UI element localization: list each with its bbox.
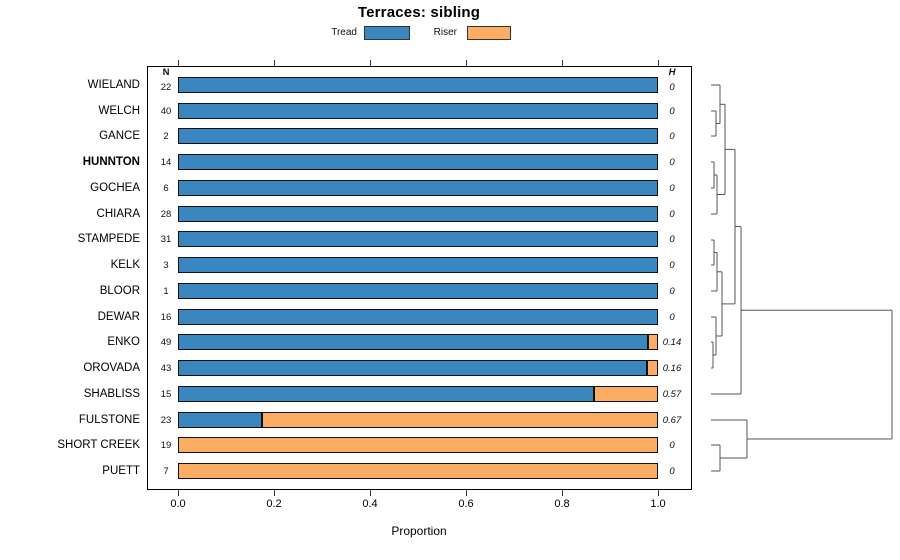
y-axis-label: WIELAND bbox=[87, 79, 140, 91]
bar-segment-tread bbox=[178, 385, 595, 402]
y-axis-label: STAMPEDE bbox=[77, 233, 140, 246]
bar-segment-tread bbox=[178, 205, 658, 222]
h-value: 0.67 bbox=[662, 414, 682, 426]
h-value: 0 bbox=[669, 105, 675, 117]
h-value: 0.16 bbox=[662, 363, 682, 375]
legend-label-tread: Tread bbox=[331, 27, 357, 38]
n-value: 6 bbox=[163, 182, 169, 194]
h-column-header: H bbox=[668, 67, 676, 78]
n-value: 3 bbox=[163, 260, 169, 272]
y-axis-label: CHIARA bbox=[96, 207, 140, 220]
y-axis-label: DEWAR bbox=[97, 310, 140, 323]
bar-segment-tread bbox=[178, 102, 658, 119]
bar-segment-riser bbox=[594, 385, 658, 402]
bar-segment-tread bbox=[178, 282, 658, 299]
x-axis-tick-bottom bbox=[369, 490, 371, 496]
n-value: 14 bbox=[160, 157, 172, 169]
x-tick-label: 0.4 bbox=[362, 498, 378, 510]
legend-swatch-tread bbox=[364, 26, 410, 40]
n-value: 15 bbox=[160, 388, 172, 400]
x-axis-tick-top bbox=[561, 60, 563, 66]
y-axis-label: PUETT bbox=[102, 465, 140, 477]
h-value: 0 bbox=[669, 208, 675, 220]
bar-segment-tread bbox=[178, 411, 262, 428]
n-value: 16 bbox=[160, 311, 172, 323]
y-axis-label: BLOOR bbox=[99, 284, 140, 297]
x-axis-tick-top bbox=[273, 60, 275, 66]
n-value: 19 bbox=[160, 440, 172, 452]
h-value: 0 bbox=[669, 466, 675, 477]
dendrogram bbox=[711, 84, 893, 472]
n-value: 49 bbox=[160, 337, 172, 349]
x-axis-tick-bottom bbox=[273, 490, 275, 496]
y-axis-label: WELCH bbox=[98, 104, 140, 117]
n-value: 43 bbox=[160, 363, 172, 375]
h-value: 0.57 bbox=[662, 388, 682, 400]
plot-area bbox=[147, 66, 692, 490]
bar-segment-tread bbox=[178, 334, 649, 351]
h-value: 0 bbox=[669, 131, 675, 143]
y-axis-label: KELK bbox=[110, 259, 140, 272]
n-value: 23 bbox=[160, 414, 172, 426]
h-value: 0 bbox=[669, 234, 675, 246]
x-axis-title: Proportion bbox=[391, 524, 447, 538]
n-value: 28 bbox=[160, 208, 172, 220]
y-axis-label: ENKO bbox=[107, 336, 140, 349]
bar-segment-riser bbox=[178, 463, 658, 479]
x-tick-label: 0.8 bbox=[554, 498, 570, 510]
x-axis-tick-top bbox=[369, 60, 371, 66]
legend-label-riser: Riser bbox=[433, 27, 457, 38]
h-value: 0 bbox=[669, 182, 675, 194]
n-value: 2 bbox=[163, 131, 169, 143]
x-tick-label: 1.0 bbox=[650, 498, 666, 510]
x-axis-tick-top bbox=[465, 60, 467, 66]
y-axis-label: GANCE bbox=[99, 130, 140, 143]
h-value: 0 bbox=[669, 157, 675, 169]
y-axis-label: HUNNTON bbox=[82, 156, 140, 169]
bar-segment-tread bbox=[178, 308, 658, 325]
x-axis-tick-bottom bbox=[561, 490, 563, 496]
y-axis-label: FULSTONE bbox=[78, 413, 140, 426]
y-axis-label: SHORT CREEK bbox=[57, 439, 140, 452]
x-axis-tick-bottom bbox=[465, 490, 467, 496]
bar-segment-tread bbox=[178, 360, 647, 377]
x-axis-tick-top bbox=[177, 60, 179, 66]
y-axis-label: SHABLISS bbox=[83, 387, 140, 400]
n-value: 1 bbox=[163, 285, 169, 297]
bar-segment-tread bbox=[178, 179, 658, 196]
n-column-header: N bbox=[162, 67, 170, 78]
h-value: 0 bbox=[669, 82, 675, 93]
h-value: 0 bbox=[669, 311, 675, 323]
y-axis-label: OROVADA bbox=[83, 362, 140, 375]
n-value: 7 bbox=[163, 466, 169, 477]
x-axis-tick-bottom bbox=[657, 490, 659, 496]
bar-segment-tread bbox=[178, 257, 658, 274]
legend-swatch-riser bbox=[467, 26, 511, 40]
bar-segment-tread bbox=[178, 231, 658, 248]
bar-segment-tread bbox=[178, 77, 658, 93]
x-tick-label: 0.2 bbox=[266, 498, 282, 510]
x-axis-tick-bottom bbox=[177, 490, 179, 496]
x-axis-tick-top bbox=[657, 60, 659, 66]
bar-segment-riser bbox=[261, 411, 658, 428]
h-value: 0 bbox=[669, 260, 675, 272]
y-axis-label: GOCHEA bbox=[90, 181, 140, 194]
n-value: 40 bbox=[160, 105, 172, 117]
n-value: 22 bbox=[160, 82, 172, 93]
chart-title: Terraces: sibling bbox=[357, 4, 481, 21]
h-value: 0 bbox=[669, 285, 675, 297]
bar-segment-tread bbox=[178, 154, 658, 171]
bar-segment-tread bbox=[178, 128, 658, 145]
x-tick-label: 0.0 bbox=[170, 498, 186, 510]
h-value: 0.14 bbox=[662, 337, 682, 349]
bar-segment-riser bbox=[178, 437, 658, 454]
bar-segment-riser bbox=[648, 334, 658, 351]
h-value: 0 bbox=[669, 440, 675, 452]
n-value: 31 bbox=[160, 234, 172, 246]
bar-segment-riser bbox=[646, 360, 658, 377]
x-tick-label: 0.6 bbox=[458, 498, 474, 510]
